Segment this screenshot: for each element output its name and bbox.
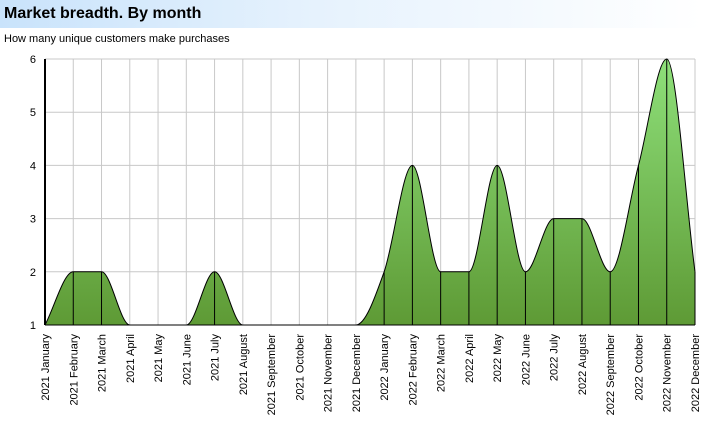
x-tick-label: 2021 December: [351, 334, 363, 413]
y-tick-label: 4: [30, 160, 36, 172]
x-tick-label: 2021 June: [181, 334, 193, 385]
x-tick-label: 2022 October: [633, 334, 645, 401]
x-tick-label: 2022 March: [436, 334, 448, 392]
x-tick-label: 2021 January: [40, 334, 52, 401]
x-tick-label: 2022 February: [407, 334, 419, 406]
x-tick-label: 2021 February: [68, 334, 80, 406]
x-tick-label: 2021 September: [266, 334, 278, 416]
x-tick-label: 2022 December: [690, 334, 702, 413]
x-tick-label: 2022 July: [549, 334, 561, 382]
x-tick-label: 2021 October: [294, 334, 306, 401]
axes: [44, 59, 695, 326]
y-tick-label: 1: [30, 320, 36, 332]
y-tick-labels: 1 2 3 4 5 6: [30, 54, 36, 332]
x-tick-label: 2021 April: [125, 334, 137, 383]
x-tick-label: 2021 July: [210, 334, 222, 382]
area-series: [44, 58, 696, 326]
x-tick-label: 2022 September: [605, 334, 617, 416]
x-tick-label: 2021 March: [97, 334, 109, 392]
x-tick-label: 2021 May: [153, 334, 165, 383]
x-tick-label: 2022 November: [662, 334, 674, 413]
x-tick-label: 2021 August: [238, 334, 250, 395]
y-tick-label: 5: [30, 107, 36, 119]
chart-title: Market breadth. By month: [4, 5, 202, 22]
x-tick-labels: 2021 January 2021 February 2021 March 2021 …: [40, 334, 702, 416]
x-tick-label: 2022 May: [492, 334, 504, 383]
y-tick-label: 6: [30, 54, 36, 66]
x-tick-label: 2022 August: [577, 334, 589, 395]
title-bar: Market breadth. By month: [0, 0, 702, 28]
area-fill: [45, 59, 695, 325]
chart-subtitle: How many unique customers make purchases: [4, 33, 230, 45]
y-tick-label: 2: [30, 267, 36, 279]
drop-lines: [72, 59, 696, 325]
grid-lines: [45, 58, 696, 325]
x-tick-label: 2022 April: [464, 334, 476, 383]
x-tick-label: 2021 November: [323, 334, 335, 413]
x-tick-label: 2022 June: [520, 334, 532, 385]
x-tick-label: 2022 January: [379, 334, 391, 401]
y-tick-label: 3: [30, 214, 36, 226]
